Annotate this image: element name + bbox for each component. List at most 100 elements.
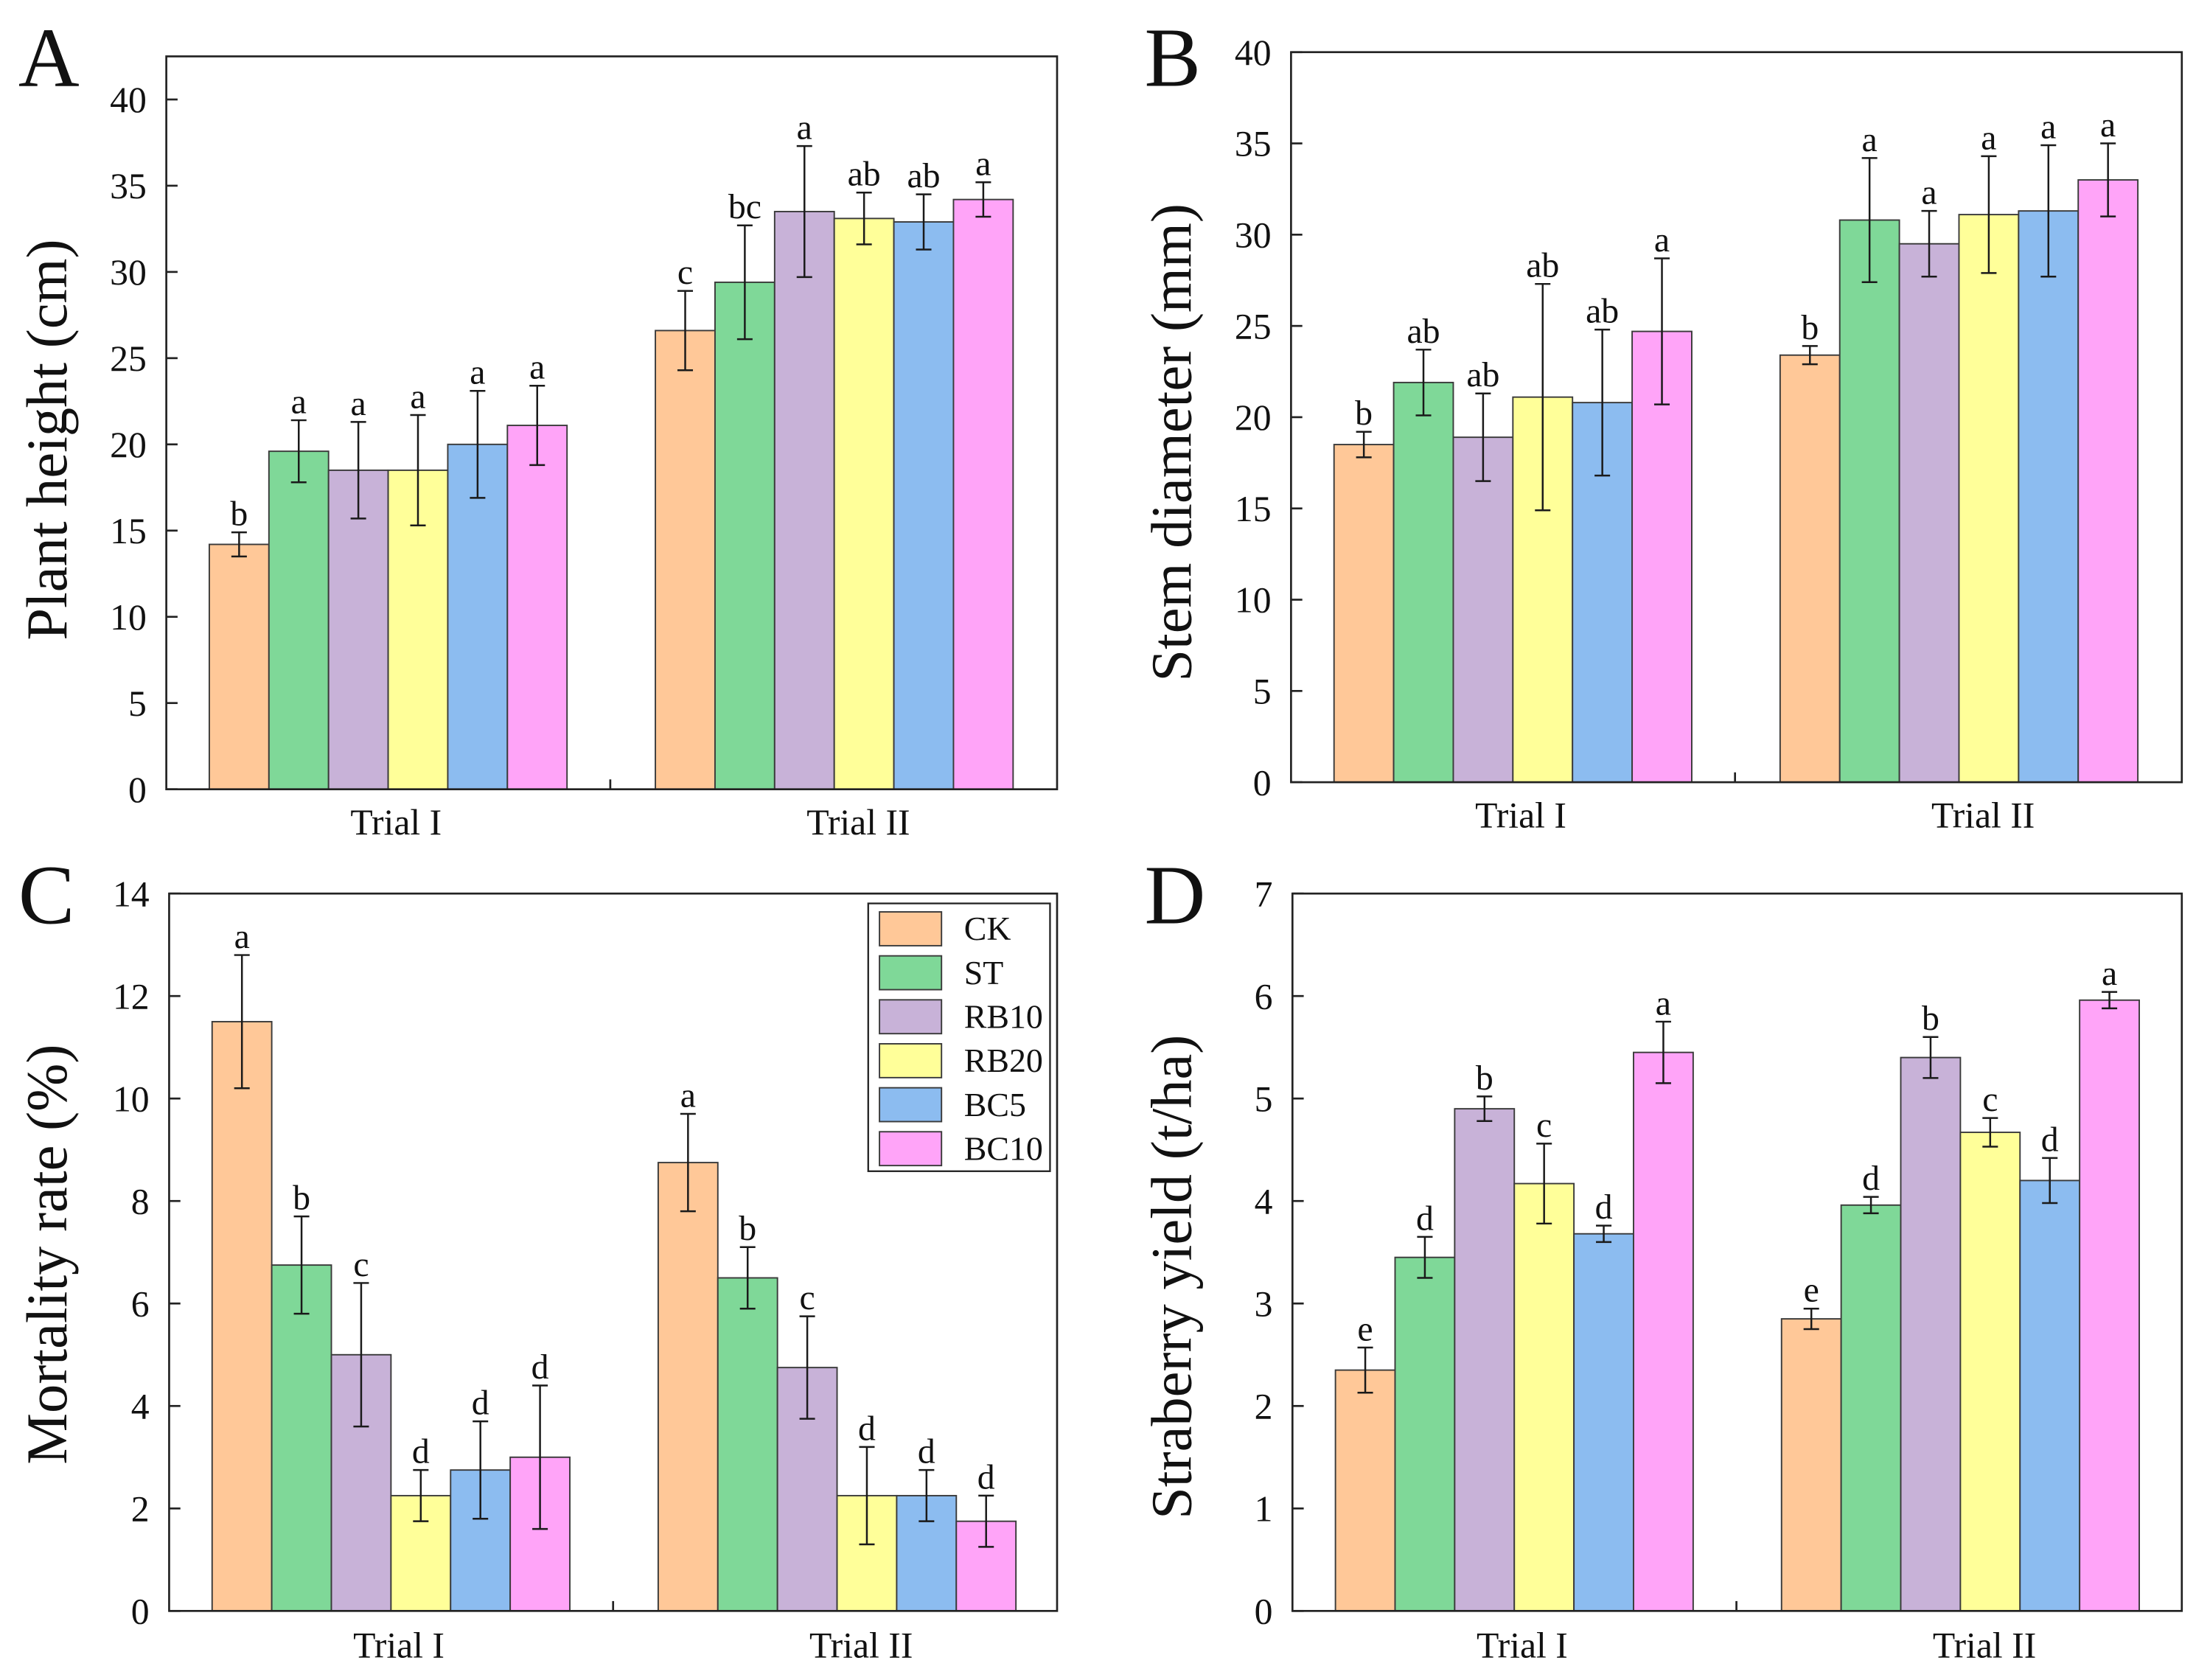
plot-frame [165, 55, 1059, 791]
significance-letter-st-trial-i: a [291, 383, 307, 422]
legend-label-st: ST [964, 954, 1004, 991]
y-tick-label: 4 [131, 1386, 150, 1426]
bar-d-ck-trial-i [1334, 1369, 1396, 1612]
y-axis-title: Mortality rate (%) [15, 1045, 79, 1465]
y-tick-label: 3 [1255, 1283, 1273, 1324]
y-tick-label: 5 [128, 683, 147, 724]
y-tick-label: 0 [1255, 1592, 1273, 1632]
x-tick-label-trial-ii: Trial II [1933, 1625, 2036, 1665]
y-tick-label: 20 [110, 425, 147, 465]
y-axis-title: Plant height (cm) [15, 239, 79, 640]
bar-a-rb20-trial-ii [833, 217, 895, 790]
significance-letter-ck-trial-i: b [230, 495, 248, 534]
bar-d-rb20-trial-ii [1959, 1132, 2021, 1612]
y-tick-label: 30 [110, 252, 147, 293]
bar-d-rb20-trial-i [1513, 1182, 1575, 1612]
panel-c: C Mortality rate (%) a b c d d d Trial I a b c d d d… [15, 848, 1059, 1665]
significance-letter-bc10-trial-ii: a [975, 144, 991, 184]
y-tick-label: 12 [113, 976, 150, 1017]
significance-letter-rb20-trial-ii: ab [848, 155, 881, 194]
significance-letter-st-trial-ii: bc [728, 187, 761, 226]
y-tick-label: 6 [131, 1283, 150, 1324]
legend-swatch-rb10 [879, 999, 943, 1035]
bar-a-st-trial-i [268, 450, 330, 790]
significance-letter-bc10-trial-ii: a [2102, 954, 2117, 993]
legend-label-bc10: BC10 [964, 1130, 1043, 1168]
plot-area: a b c d d d Trial I a b c d d d Trial II 0 2 4 6 8 10 12 14 CK… [113, 874, 1059, 1665]
bar-a-ck-trial-i [208, 543, 270, 790]
significance-letter-rb20-trial-i: a [410, 377, 425, 416]
y-tick-label: 10 [110, 597, 147, 638]
x-tick-label-trial-i: Trial I [1475, 795, 1566, 835]
significance-letter-st-trial-ii: a [1862, 120, 1878, 159]
y-tick-label: 35 [1235, 124, 1272, 164]
panel-letter: B [1145, 11, 1202, 105]
bar-d-st-trial-ii [1840, 1204, 1902, 1612]
bar-a-bc10-trial-ii [952, 198, 1014, 790]
y-tick-label: 6 [1255, 976, 1273, 1017]
x-tick-label-trial-ii: Trial II [806, 802, 910, 843]
y-tick-label: 30 [1235, 215, 1272, 256]
panel-letter: C [18, 848, 75, 941]
x-tick-label-trial-i: Trial I [1477, 1625, 1568, 1665]
y-tick-label: 15 [1235, 489, 1272, 529]
y-tick-label: 10 [113, 1078, 150, 1119]
bar-b-rb20-trial-ii [1958, 214, 2020, 784]
bar-d-bc10-trial-i [1633, 1051, 1694, 1612]
bar-b-rb10-trial-ii [1898, 243, 1960, 784]
significance-letter-st-trial-ii: d [1862, 1159, 1880, 1198]
panel-d: D Straberry yield (t/ha) e d b c d a Trial I e d… [1140, 848, 2183, 1665]
y-tick-label: 0 [128, 770, 147, 810]
y-tick-label: 14 [113, 874, 150, 914]
significance-letter-bc10-trial-i: a [529, 348, 545, 387]
significance-letter-ck-trial-ii: e [1804, 1271, 1819, 1310]
significance-letter-rb20-trial-i: d [412, 1432, 430, 1471]
y-tick-label: 40 [1235, 32, 1272, 73]
y-axis-title: Straberry yield (t/ha) [1140, 1035, 1204, 1519]
significance-letter-rb10-trial-ii: a [797, 108, 812, 147]
y-tick-label: 25 [1235, 306, 1272, 346]
significance-letter-rb20-trial-i: c [1536, 1106, 1552, 1145]
x-tick-label-trial-ii: Trial II [809, 1625, 913, 1665]
legend-swatch-st [879, 955, 943, 991]
bar-b-rb10-trial-i [1452, 436, 1514, 784]
bar-d-bc5-trial-ii [2019, 1179, 2081, 1612]
legend-swatch-bc5 [879, 1087, 943, 1123]
bar-a-bc5-trial-ii [893, 221, 955, 790]
significance-letter-ck-trial-i: e [1357, 1309, 1373, 1348]
significance-letter-ck-trial-ii: a [680, 1076, 696, 1115]
y-tick-label: 5 [1255, 1078, 1273, 1119]
legend-label-ck: CK [964, 910, 1011, 947]
y-tick-label: 0 [131, 1592, 150, 1632]
bar-a-st-trial-ii [714, 281, 775, 790]
bar-a-bc10-trial-i [506, 425, 568, 790]
significance-letter-st-trial-i: b [293, 1179, 310, 1218]
significance-letter-ck-trial-i: b [1355, 394, 1373, 433]
y-axis-title: Stem diameter (mm) [1140, 203, 1204, 682]
legend-label-rb10: RB10 [964, 998, 1043, 1036]
bar-c-st-trial-ii [717, 1277, 778, 1612]
y-tick-label: 25 [110, 338, 147, 379]
plot-frame [1291, 892, 2183, 1612]
significance-letter-bc10-trial-ii: d [977, 1457, 995, 1496]
bar-b-st-trial-ii [1838, 219, 1900, 784]
bar-c-ck-trial-ii [657, 1162, 719, 1612]
significance-letter-rb20-trial-ii: d [858, 1409, 876, 1448]
y-tick-label: 1 [1255, 1489, 1273, 1530]
bar-a-ck-trial-ii [655, 330, 716, 790]
significance-letter-bc5-trial-i: d [472, 1384, 489, 1423]
bar-d-bc10-trial-ii [2079, 999, 2140, 1612]
significance-letter-bc5-trial-ii: ab [907, 156, 940, 195]
legend-swatch-rb20 [879, 1043, 943, 1078]
x-tick-label-trial-i: Trial I [353, 1625, 445, 1665]
significance-letter-bc10-trial-i: a [1656, 983, 1671, 1022]
significance-letter-bc5-trial-ii: d [2041, 1120, 2059, 1159]
y-tick-label: 20 [1235, 397, 1272, 438]
x-tick-label-trial-ii: Trial II [1931, 795, 2035, 835]
plot-area: e d b c d a Trial I e d b c d a Trial II 0 1 2 3 4 5 6 7 [1255, 874, 2183, 1665]
y-tick-label: 35 [110, 166, 147, 206]
